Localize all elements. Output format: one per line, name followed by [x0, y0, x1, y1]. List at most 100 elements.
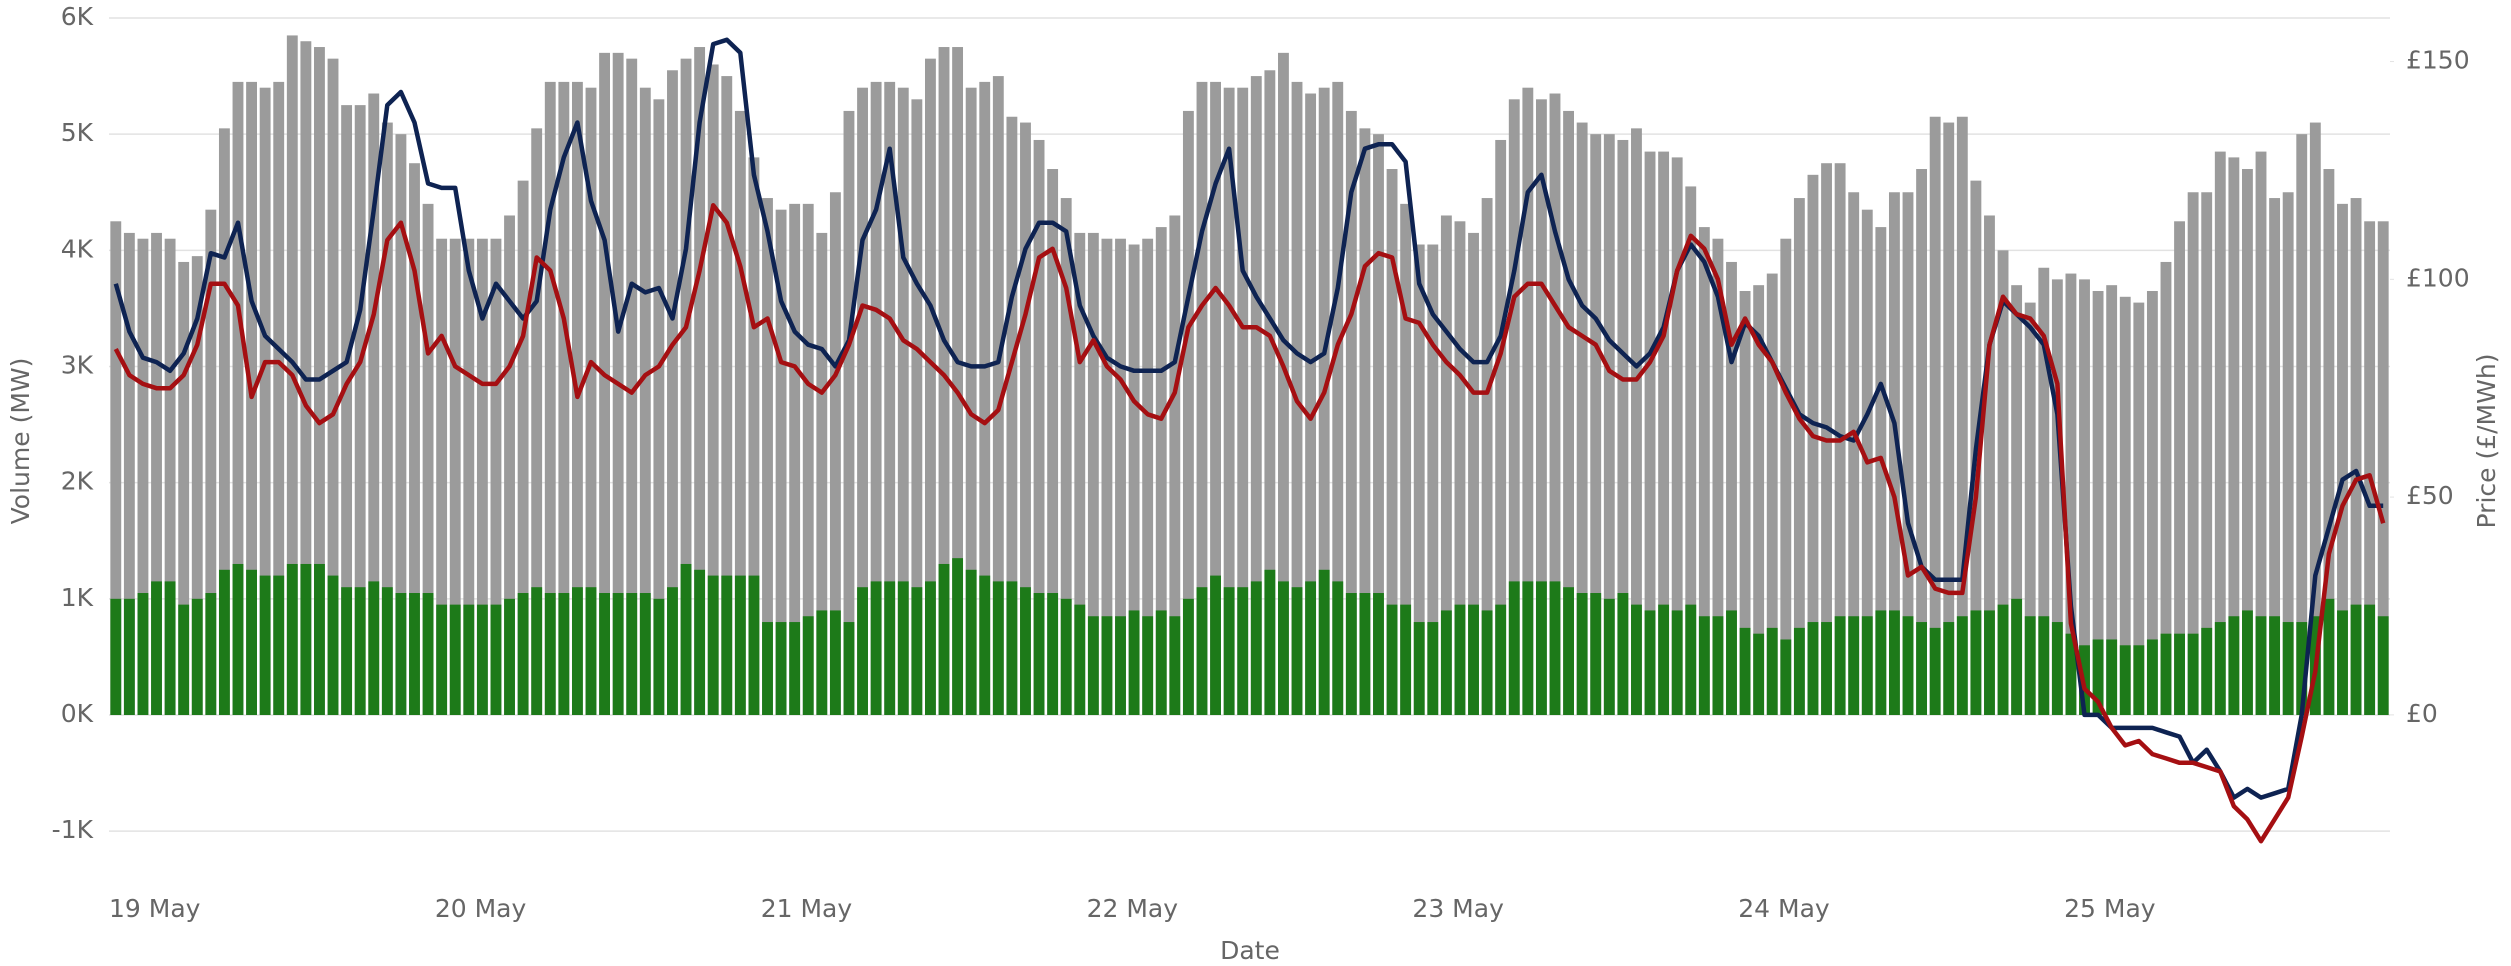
- bar: [395, 134, 407, 715]
- bar: [463, 238, 475, 715]
- bar: [2337, 610, 2348, 715]
- bar: [1631, 128, 1642, 715]
- bar: [925, 581, 936, 715]
- bar: [1386, 169, 1398, 715]
- bar: [191, 598, 203, 715]
- bar: [1468, 232, 1479, 715]
- x-tick-label: 25 May: [2064, 894, 2156, 923]
- bar: [897, 87, 909, 715]
- bar: [2350, 604, 2362, 715]
- bar: [1440, 610, 1452, 715]
- bar: [2051, 622, 2063, 715]
- bar: [2024, 302, 2036, 715]
- bar: [395, 593, 407, 715]
- bar: [1128, 610, 1140, 715]
- bar: [1305, 581, 1317, 715]
- bar: [1888, 610, 1900, 715]
- bar: [789, 203, 801, 715]
- x-tick-label: 23 May: [1412, 894, 1504, 923]
- bar: [965, 87, 977, 715]
- bar: [2228, 616, 2240, 715]
- bar: [680, 58, 692, 715]
- bar: [327, 58, 339, 715]
- bar: [2282, 622, 2294, 715]
- bar: [1020, 122, 1031, 715]
- bar: [2269, 616, 2281, 715]
- bar: [1617, 593, 1629, 715]
- bar: [2174, 221, 2185, 715]
- bar: [1427, 622, 1439, 715]
- bar: [2377, 616, 2389, 715]
- bar: [1807, 174, 1819, 715]
- bar: [1278, 581, 1289, 715]
- bar: [1087, 616, 1099, 715]
- bar: [2024, 616, 2036, 715]
- bar: [938, 47, 950, 715]
- bar: [2255, 151, 2267, 715]
- bar: [1726, 261, 1737, 715]
- bar: [300, 563, 312, 715]
- bar: [314, 563, 325, 715]
- bar: [1033, 139, 1045, 715]
- line: [113, 203, 2386, 844]
- bar: [1454, 221, 1466, 715]
- bar: [1101, 238, 1113, 715]
- bar: [232, 563, 244, 715]
- bar: [1780, 238, 1792, 715]
- y-tick-label: 5K: [61, 118, 94, 147]
- bar: [1576, 122, 1588, 715]
- bar: [884, 581, 896, 715]
- bar: [1807, 622, 1819, 715]
- bar: [137, 238, 149, 715]
- bar: [409, 163, 420, 715]
- bar: [2228, 157, 2240, 715]
- bar: [517, 593, 529, 715]
- bar: [1400, 203, 1412, 715]
- bar: [1318, 569, 1330, 715]
- bar: [259, 87, 271, 715]
- bar: [1237, 587, 1249, 715]
- bar: [1848, 192, 1860, 715]
- bar: [667, 70, 678, 715]
- bar: [1780, 639, 1792, 715]
- bar: [1943, 622, 1955, 715]
- bar: [1115, 238, 1126, 715]
- bar: [1644, 151, 1656, 715]
- bar: [2065, 633, 2077, 715]
- bar: [1793, 627, 1805, 715]
- y-tick-label: 4K: [61, 234, 94, 263]
- bar: [2255, 616, 2267, 715]
- bar: [2038, 616, 2050, 715]
- bar: [1726, 610, 1737, 715]
- bar: [2323, 598, 2335, 715]
- bar: [843, 110, 855, 715]
- bar: [1576, 593, 1588, 715]
- bar: [938, 563, 950, 715]
- bar: [1984, 215, 1995, 715]
- bar: [979, 575, 991, 715]
- x-tick-label: 20 May: [435, 894, 527, 923]
- bar: [979, 81, 991, 715]
- bar: [762, 622, 773, 715]
- bar: [694, 47, 706, 715]
- bar: [1182, 110, 1194, 715]
- bar: [151, 232, 162, 715]
- bar: [1739, 627, 1751, 715]
- bar: [381, 122, 393, 715]
- bar: [1549, 93, 1561, 715]
- bar: [205, 209, 217, 715]
- bar: [2011, 285, 2023, 715]
- bar: [585, 587, 597, 715]
- x-axis-title: Date: [1220, 936, 1280, 965]
- bar: [1603, 134, 1615, 715]
- bar: [707, 64, 719, 715]
- bar: [2309, 122, 2321, 715]
- bar: [368, 581, 380, 715]
- bar: [992, 581, 1004, 715]
- bar: [1535, 99, 1547, 715]
- bar: [857, 87, 868, 715]
- y-tick-label: 3K: [61, 350, 94, 379]
- bar: [1875, 610, 1887, 715]
- bar: [2133, 302, 2145, 715]
